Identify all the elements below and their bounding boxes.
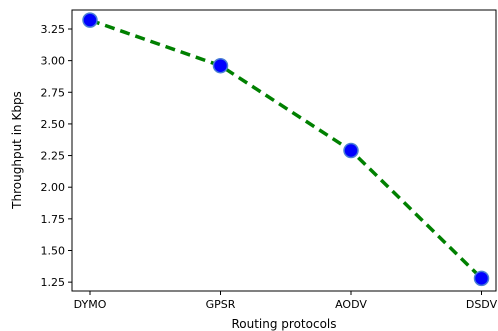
x-axis: DYMO GPSR AODV DSDV	[74, 291, 498, 311]
data-point-aodv	[343, 142, 359, 159]
y-tick-label: 1.75	[41, 213, 66, 226]
y-tick-label: 2.75	[41, 86, 66, 99]
data-point-gpsr	[212, 57, 229, 74]
x-tick-label: DSDV	[466, 298, 498, 311]
y-tick-label: 1.25	[41, 276, 66, 289]
data-point-dymo	[82, 12, 98, 28]
y-axis: 1.25 1.50 1.75 2.00 2.25 2.50 2.75 3.00 3.25	[41, 23, 72, 289]
y-tick-label: 2.25	[41, 150, 66, 163]
y-tick-label: 2.00	[41, 181, 66, 194]
x-tick-label: AODV	[335, 298, 367, 311]
series-markers	[82, 12, 490, 287]
y-tick-label: 3.25	[41, 23, 66, 36]
data-point-dsdv	[473, 270, 490, 287]
x-tick-label: DYMO	[74, 298, 107, 311]
y-tick-label: 1.50	[41, 244, 66, 257]
y-tick-label: 3.00	[41, 55, 66, 68]
y-axis-label: Throughput in Kbps	[10, 91, 24, 210]
plot-area	[71, 9, 497, 292]
x-tick-label: GPSR	[206, 298, 236, 311]
series-line	[89, 18, 483, 280]
y-tick-label: 2.50	[41, 118, 66, 131]
x-axis-label: Routing protocols	[231, 317, 336, 331]
